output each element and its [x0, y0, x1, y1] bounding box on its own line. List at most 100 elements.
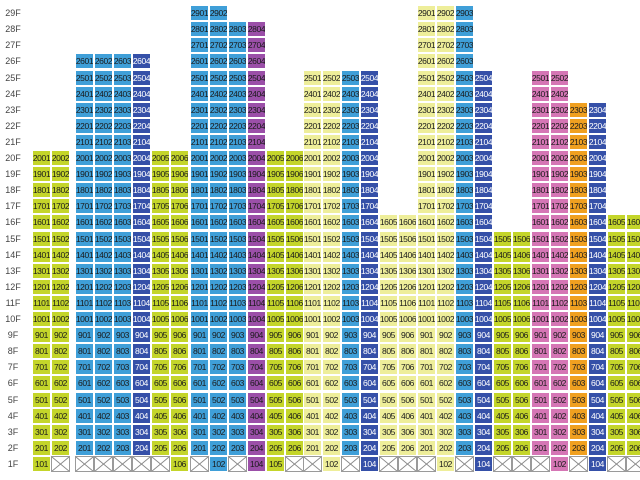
unit-406: 406 — [626, 407, 640, 424]
unit-203: 203 — [569, 439, 588, 456]
unit-1105: 1105 — [151, 294, 170, 311]
unit-602: 602 — [436, 375, 455, 392]
unit-204: 204 — [474, 439, 493, 456]
unit-302: 302 — [550, 423, 569, 440]
unit-2602: 2602 — [209, 53, 228, 70]
unit-2403: 2403 — [228, 85, 247, 102]
unit-902: 902 — [322, 327, 341, 344]
unit-2004: 2004 — [360, 150, 379, 167]
unit-1406: 1406 — [626, 246, 640, 263]
unit-2202: 2202 — [436, 117, 455, 134]
unit-701: 701 — [75, 359, 94, 376]
unit-1801: 1801 — [531, 182, 550, 199]
unit-601: 601 — [190, 375, 209, 392]
unit-1002: 1002 — [436, 311, 455, 328]
unit-903: 903 — [341, 327, 360, 344]
unit-102: 102 — [436, 455, 455, 472]
unit-2302: 2302 — [209, 101, 228, 118]
unit-606: 606 — [170, 375, 189, 392]
unit-1305: 1305 — [493, 262, 512, 279]
unit-2703: 2703 — [455, 37, 474, 54]
unit-1101: 1101 — [531, 294, 550, 311]
unit-402: 402 — [550, 407, 569, 424]
unit-602: 602 — [550, 375, 569, 392]
unit-1006: 1006 — [512, 311, 531, 328]
unit-105: 105 — [266, 455, 285, 472]
unit-206: 206 — [285, 439, 304, 456]
unit-2501: 2501 — [417, 69, 436, 86]
unit-2503: 2503 — [113, 69, 132, 86]
unit-306: 306 — [285, 423, 304, 440]
unit-1002: 1002 — [94, 311, 113, 328]
unit-704: 704 — [360, 359, 379, 376]
unit-2201: 2201 — [75, 117, 94, 134]
unit-1004: 1004 — [474, 311, 493, 328]
unit-1801: 1801 — [303, 182, 322, 199]
unit-401: 401 — [75, 407, 94, 424]
unit-801: 801 — [190, 343, 209, 360]
unit-603: 603 — [455, 375, 474, 392]
unit-1203: 1203 — [455, 278, 474, 295]
unit-1405: 1405 — [607, 246, 626, 263]
unit-703: 703 — [113, 359, 132, 376]
unit-1703: 1703 — [341, 198, 360, 215]
unit-1706: 1706 — [285, 198, 304, 215]
unit-2502: 2502 — [322, 69, 341, 86]
unit-203: 203 — [341, 439, 360, 456]
unit-102: 102 — [550, 455, 569, 472]
unit-306: 306 — [512, 423, 531, 440]
unit-901: 901 — [32, 327, 51, 344]
unit-2803: 2803 — [455, 21, 474, 38]
unit-1704: 1704 — [132, 198, 151, 215]
unit-1104: 1104 — [247, 294, 266, 311]
unit-2701: 2701 — [417, 37, 436, 54]
unit-901: 901 — [75, 327, 94, 344]
unit-502: 502 — [209, 391, 228, 408]
unit-2102: 2102 — [436, 133, 455, 150]
unit-1303: 1303 — [113, 262, 132, 279]
unit-604: 604 — [360, 375, 379, 392]
unit-2003: 2003 — [228, 150, 247, 167]
unit-2004: 2004 — [588, 150, 607, 167]
unit-603: 603 — [569, 375, 588, 392]
unit-1704: 1704 — [474, 198, 493, 215]
unit-1701: 1701 — [75, 198, 94, 215]
unit-1405: 1405 — [493, 246, 512, 263]
unit-2204: 2204 — [247, 117, 266, 134]
unit-1203: 1203 — [569, 278, 588, 295]
unit-1901: 1901 — [303, 166, 322, 183]
unit-501: 501 — [32, 391, 51, 408]
unit-1206: 1206 — [398, 278, 417, 295]
unit-1103: 1103 — [228, 294, 247, 311]
unit-504: 504 — [247, 391, 266, 408]
unit-2002: 2002 — [209, 150, 228, 167]
unit-1702: 1702 — [436, 198, 455, 215]
unit-502: 502 — [436, 391, 455, 408]
unit-1105: 1105 — [379, 294, 398, 311]
unit-1502: 1502 — [51, 230, 70, 247]
unit-704: 704 — [132, 359, 151, 376]
unit-302: 302 — [209, 423, 228, 440]
unit-1902: 1902 — [436, 166, 455, 183]
unit-2304: 2304 — [474, 101, 493, 118]
unit-604: 604 — [474, 375, 493, 392]
unit-2502: 2502 — [94, 69, 113, 86]
unit-201: 201 — [75, 439, 94, 456]
unit-1206: 1206 — [170, 278, 189, 295]
unit-1406: 1406 — [512, 246, 531, 263]
empty-unit-icon — [493, 455, 512, 472]
unit-2403: 2403 — [113, 85, 132, 102]
unit-805: 805 — [151, 343, 170, 360]
floor-label-16f: 16F — [5, 217, 21, 228]
unit-1804: 1804 — [247, 182, 266, 199]
unit-1104: 1104 — [474, 294, 493, 311]
unit-2403: 2403 — [341, 85, 360, 102]
unit-904: 904 — [360, 327, 379, 344]
unit-1005: 1005 — [493, 311, 512, 328]
unit-1603: 1603 — [341, 214, 360, 231]
unit-2604: 2604 — [132, 53, 151, 70]
unit-1903: 1903 — [341, 166, 360, 183]
unit-1301: 1301 — [75, 262, 94, 279]
floor-label-8f: 8F — [7, 346, 19, 357]
unit-302: 302 — [436, 423, 455, 440]
